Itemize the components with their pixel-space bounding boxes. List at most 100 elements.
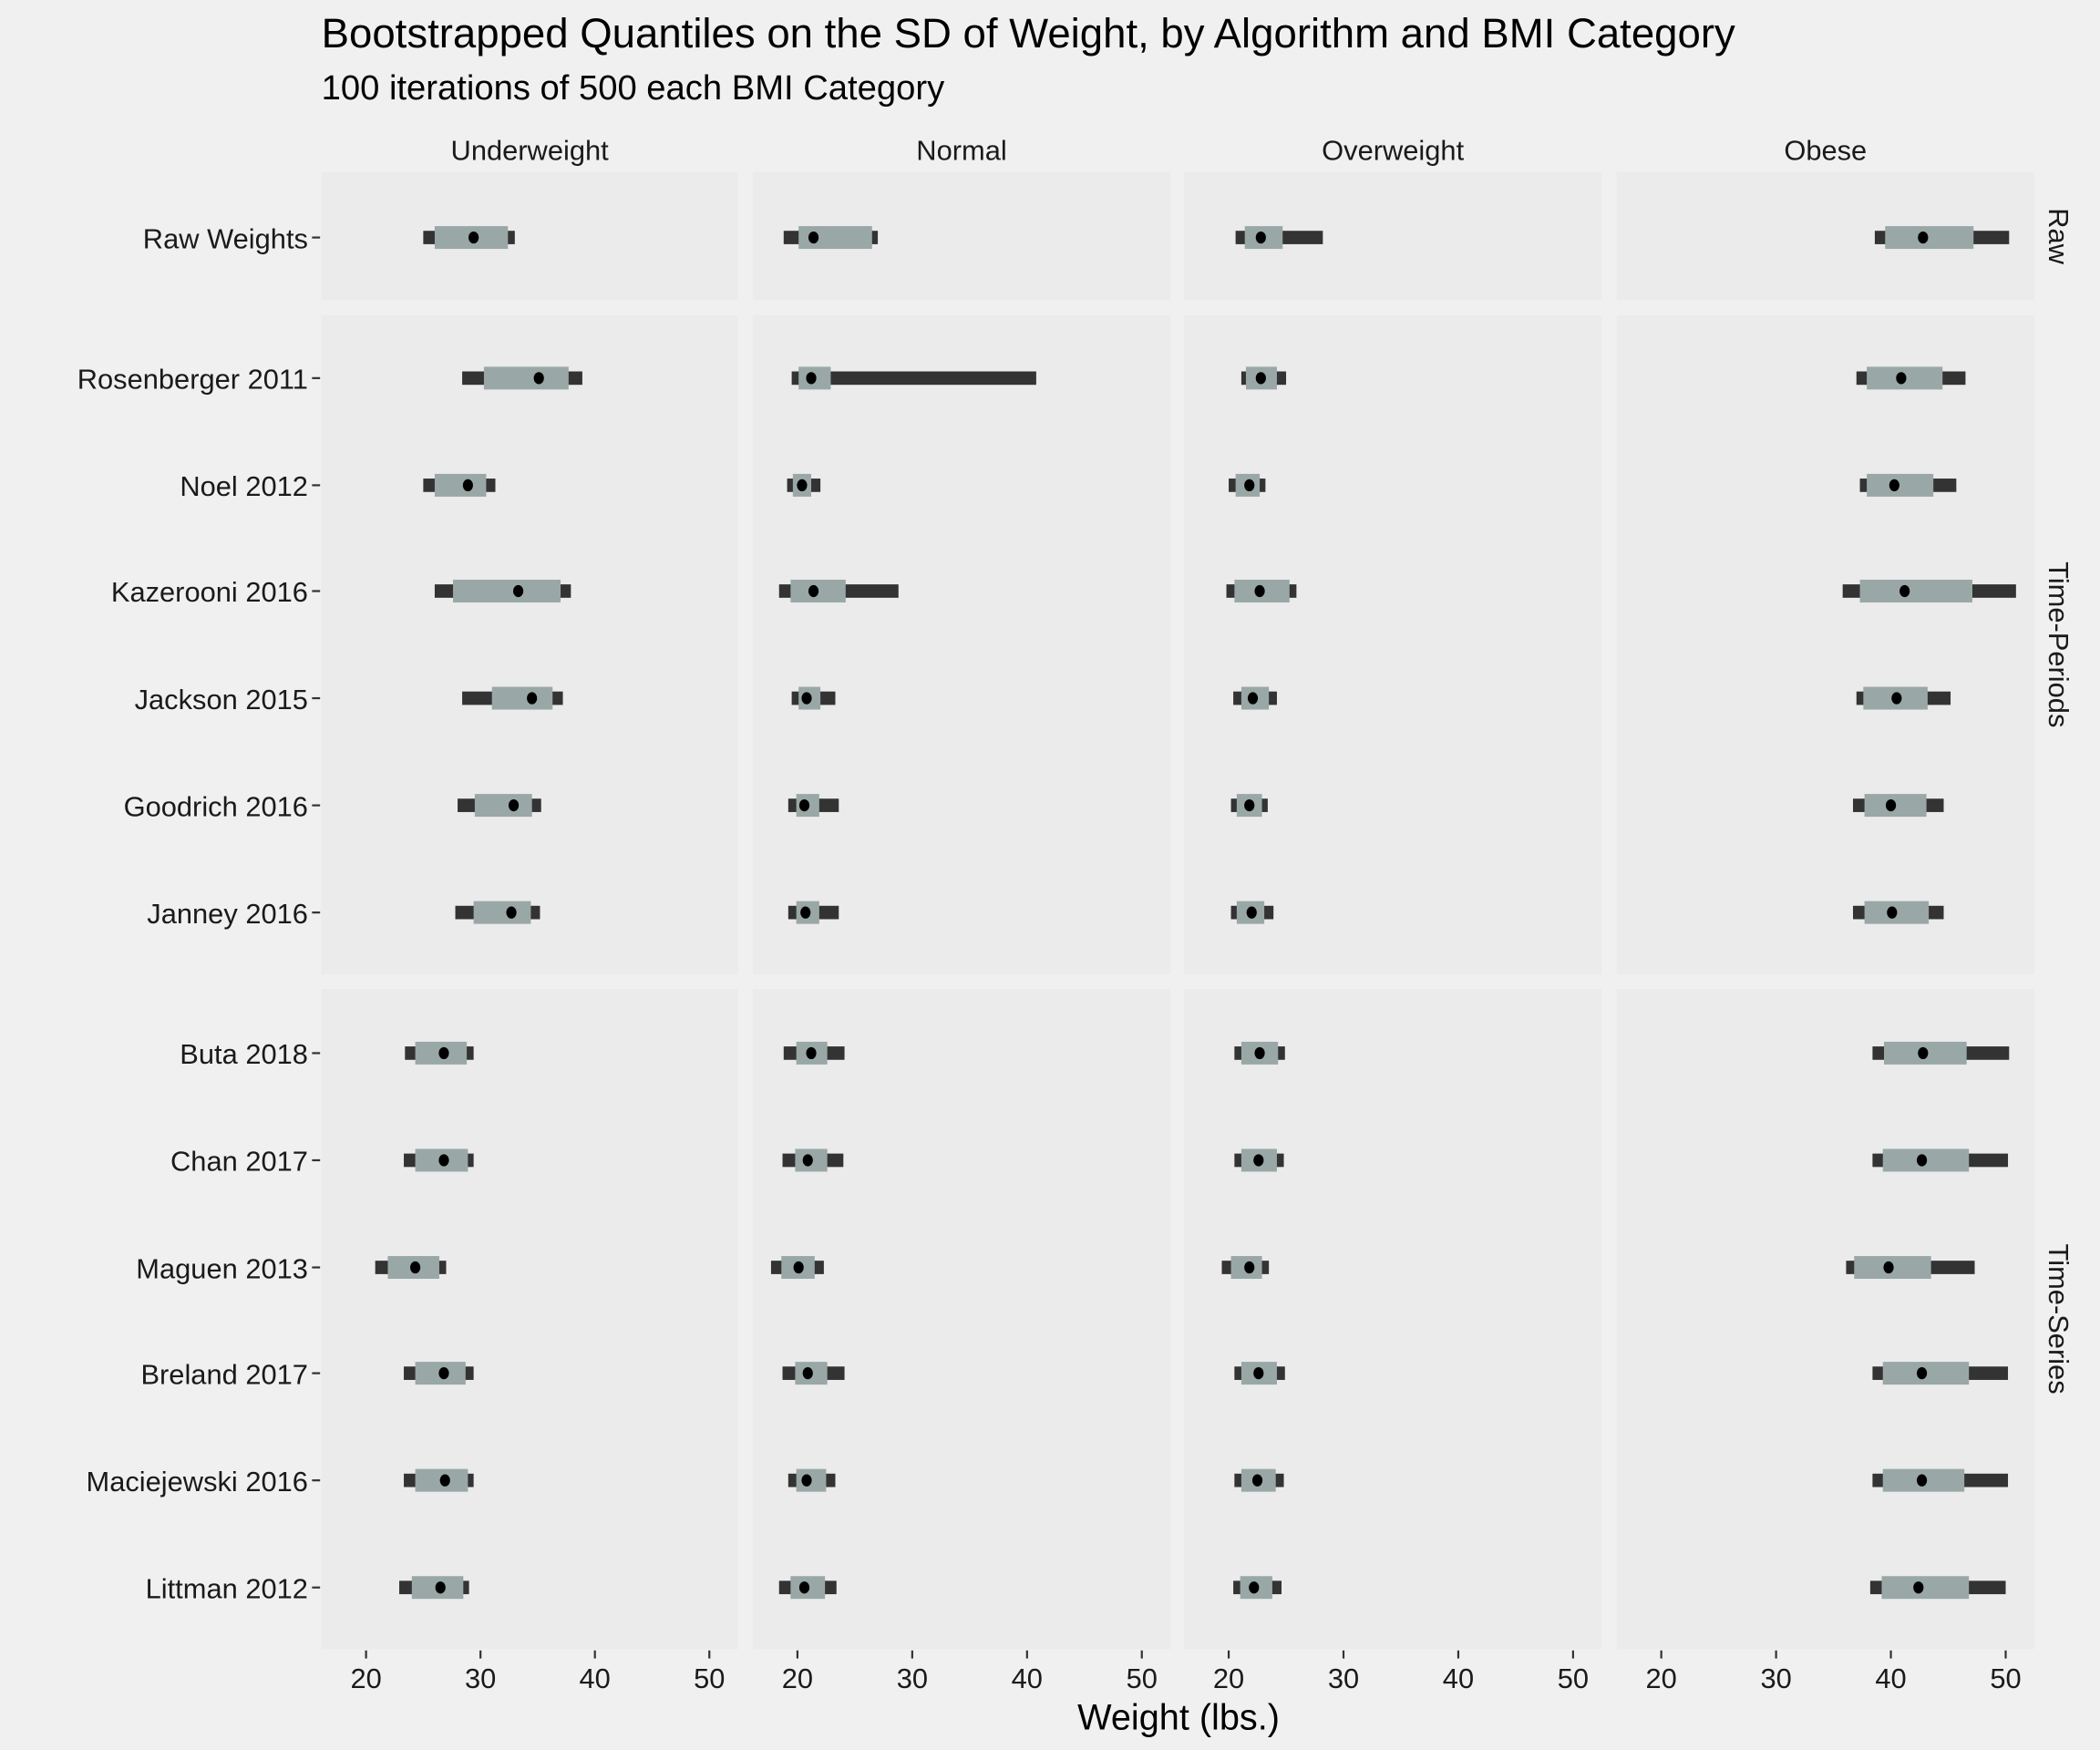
median-point	[1891, 692, 1902, 705]
panel	[752, 314, 1171, 974]
x-axis-label: Weight (lbs.)	[1077, 1697, 1280, 1737]
facet-label-row: Time-Series	[2043, 1244, 2074, 1395]
x-tick-label: 40	[1875, 1662, 1906, 1694]
x-tick-label: 20	[1646, 1662, 1677, 1694]
facet-label-column: Normal	[916, 134, 1006, 166]
median-point	[462, 479, 473, 492]
panel	[752, 988, 1171, 1650]
x-tick-label: 30	[897, 1662, 928, 1694]
median-point	[808, 584, 819, 598]
x-tick-label: 50	[1990, 1662, 2021, 1694]
facet-label-row: Time-Periods	[2043, 561, 2074, 727]
median-point	[513, 584, 524, 598]
y-tick-label: Maguen 2013	[136, 1252, 308, 1284]
median-point	[1247, 692, 1259, 705]
median-point	[1883, 1261, 1894, 1274]
x-tick-label: 40	[1443, 1662, 1474, 1694]
panel	[321, 171, 738, 301]
plot-area: Underweight Normal Overweight Obese Raw Raw W…	[77, 134, 2074, 1694]
median-point	[1253, 1154, 1264, 1167]
median-point	[438, 1367, 449, 1380]
panel	[321, 314, 738, 974]
median-point	[1885, 798, 1897, 812]
median-point	[1244, 1261, 1255, 1274]
median-point	[802, 1367, 813, 1380]
median-point	[1255, 231, 1266, 244]
y-tick-label: Noel 2012	[180, 470, 308, 502]
panel	[1616, 988, 2034, 1650]
median-point	[527, 692, 538, 705]
panel	[1616, 314, 2034, 974]
median-point	[438, 1154, 449, 1167]
median-point	[1916, 1154, 1928, 1167]
x-tick-label: 20	[1213, 1662, 1244, 1694]
inner-interval-bar	[473, 901, 531, 924]
median-point	[1918, 1046, 1929, 1060]
median-point	[508, 798, 520, 812]
y-tick-label: Janney 2016	[147, 898, 308, 930]
y-tick-label: Breland 2017	[140, 1358, 307, 1390]
median-point	[801, 1474, 812, 1487]
median-point	[1244, 479, 1255, 492]
x-tick-label: 30	[1760, 1662, 1791, 1694]
y-tick-label: Rosenberger 2011	[77, 364, 308, 396]
panel	[1183, 314, 1602, 974]
chart-subtitle: 100 iterations of 500 each BMI Category	[322, 68, 945, 108]
median-point	[1916, 1474, 1928, 1487]
x-tick-label: 30	[1328, 1662, 1359, 1694]
x-tick-label: 20	[350, 1662, 381, 1694]
facet-label-column: Underweight	[451, 134, 610, 166]
median-point	[798, 1581, 810, 1594]
inner-interval-bar	[474, 794, 532, 818]
panel	[1183, 988, 1602, 1650]
median-point	[410, 1261, 421, 1274]
x-tick-label: 40	[580, 1662, 611, 1694]
median-point	[1896, 372, 1907, 385]
median-point	[800, 906, 811, 919]
median-point	[1254, 584, 1265, 598]
median-point	[1918, 231, 1929, 244]
x-tick-label: 50	[1558, 1662, 1589, 1694]
y-tick-label: Maciejewski 2016	[87, 1466, 308, 1498]
median-point	[438, 1046, 449, 1060]
x-tick-label: 20	[782, 1662, 813, 1694]
median-point	[1916, 1367, 1928, 1380]
inner-interval-bar	[483, 366, 569, 390]
median-point	[1913, 1581, 1924, 1594]
median-point	[806, 1046, 817, 1060]
facet-label-row: Raw	[2043, 208, 2074, 264]
median-point	[793, 1261, 804, 1274]
median-point	[1255, 372, 1266, 385]
median-point	[468, 231, 479, 244]
y-tick-label: Littman 2012	[146, 1572, 308, 1604]
inner-interval-bar	[1885, 226, 1974, 250]
median-point	[439, 1474, 450, 1487]
inner-interval-bar	[491, 686, 553, 710]
median-point	[1249, 1581, 1260, 1594]
y-tick-label: Goodrich 2016	[124, 790, 308, 822]
inner-interval-bar	[434, 473, 487, 497]
facet-label-column: Obese	[1784, 134, 1867, 166]
median-point	[1254, 1046, 1265, 1060]
median-point	[808, 231, 819, 244]
median-point	[1889, 479, 1899, 492]
inner-interval-bar	[453, 580, 561, 602]
median-point	[1899, 584, 1910, 598]
inner-interval-bar	[1881, 1576, 1970, 1600]
median-point	[506, 906, 517, 919]
median-point	[533, 372, 544, 385]
y-tick-label: Raw Weights	[143, 222, 308, 254]
median-point	[798, 798, 810, 812]
x-tick-label: 50	[1127, 1662, 1158, 1694]
outer-interval-bar	[791, 371, 1036, 386]
y-tick-label: Buta 2018	[180, 1038, 308, 1070]
inner-interval-bar	[1867, 473, 1934, 497]
median-point	[806, 372, 817, 385]
y-tick-label: Kazerooni 2016	[111, 576, 308, 608]
median-point	[802, 1154, 813, 1167]
median-point	[1887, 906, 1898, 919]
chart-title: Bootstrapped Quantiles on the SD of Weig…	[322, 10, 1735, 57]
median-point	[1253, 1367, 1264, 1380]
y-tick-label: Jackson 2015	[135, 684, 308, 715]
